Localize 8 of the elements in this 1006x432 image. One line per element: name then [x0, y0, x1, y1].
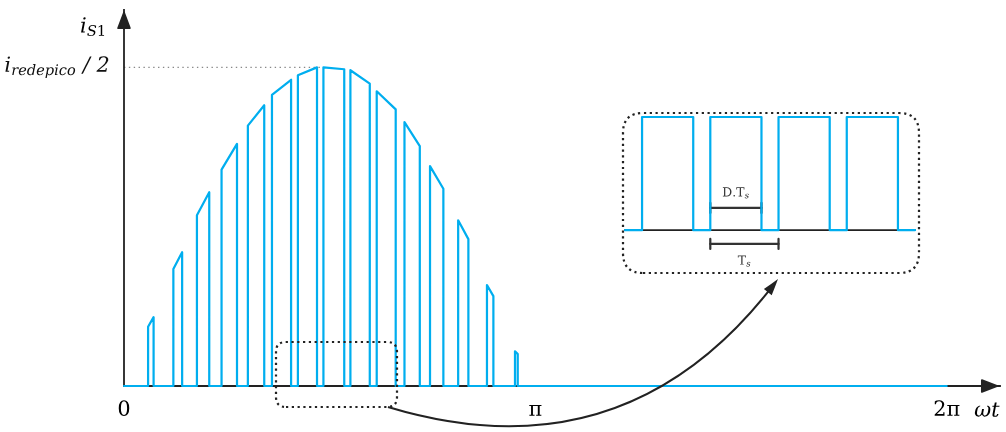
x-tick-label: 0 [118, 400, 130, 417]
x-axis-title: ωt [974, 402, 1000, 417]
x-tick-label: π [529, 404, 542, 416]
y-axis-title: i$_{S1}$ [81, 17, 105, 37]
annotation: D.T$_{s}$ [722, 187, 749, 199]
x-tick-label: 2π [934, 400, 960, 416]
ref-line-label: i$_{redepico}$ / 2 [5, 56, 109, 79]
annotation: T$_{s}$ [737, 255, 751, 267]
